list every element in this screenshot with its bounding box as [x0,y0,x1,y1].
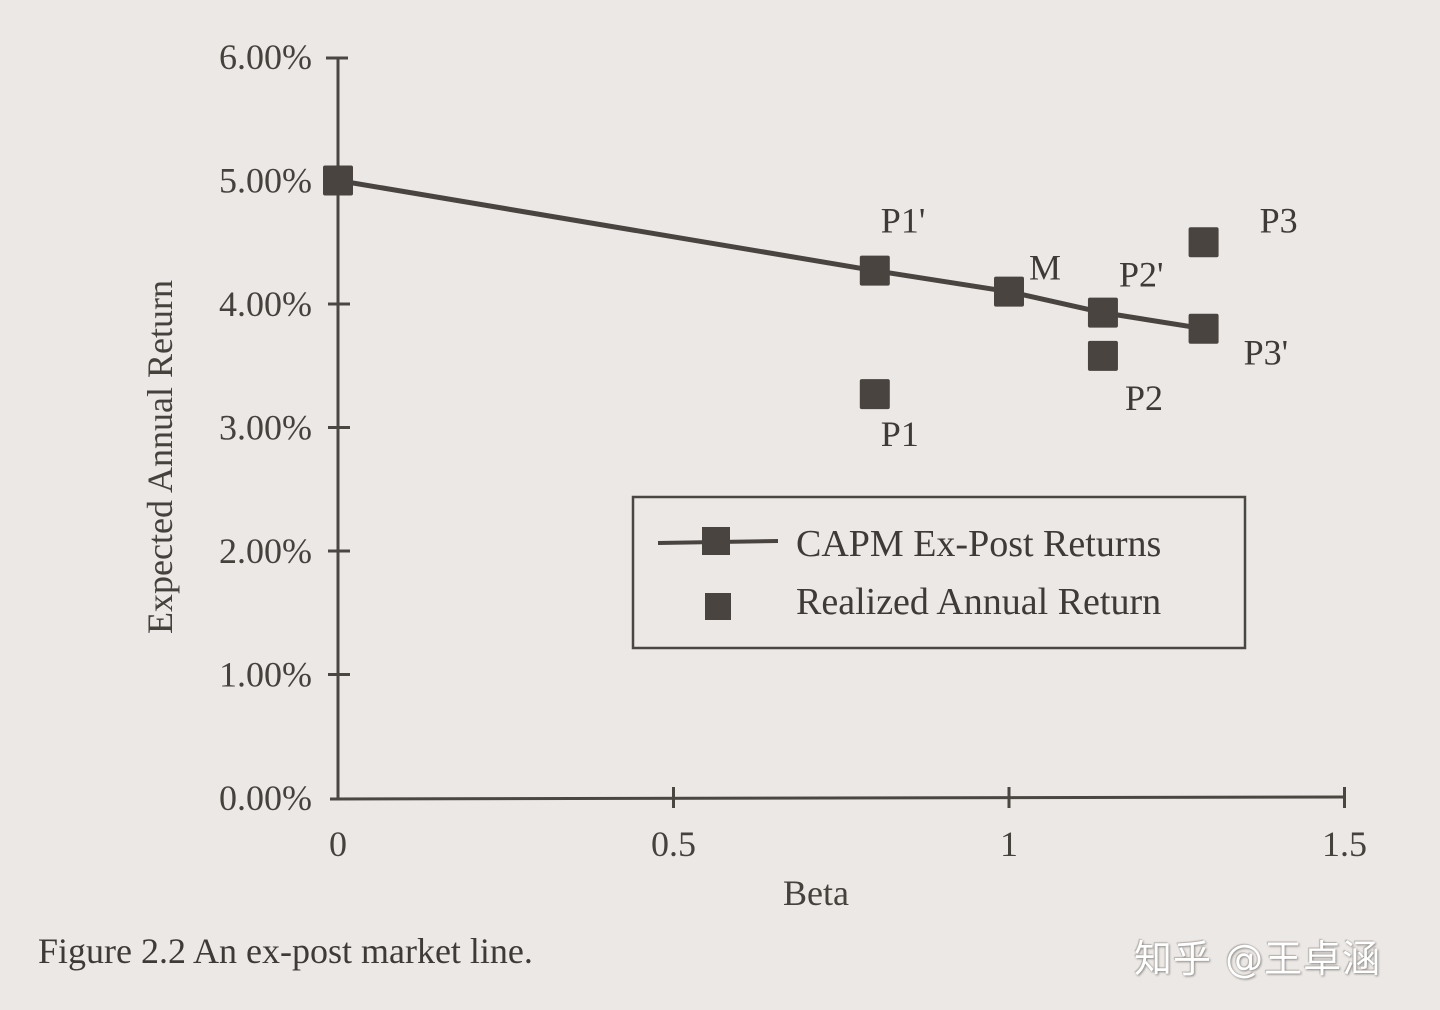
point-label: P2 [1125,378,1163,418]
realized-point-marker [859,379,890,410]
legend: CAPM Ex-Post Returns Realized Annual Ret… [631,495,1247,650]
realized-point-marker [1188,227,1219,258]
y-tick-label: 4.00% [219,284,312,324]
point-label: P1 [881,414,919,454]
capm-point-marker [994,276,1024,307]
point-label: P3 [1260,200,1298,240]
point-label: P2' [1119,255,1164,295]
point-label: M [1029,248,1061,288]
y-tick-label: 2.00% [219,531,312,571]
legend-label-capm: CAPM Ex-Post Returns [796,523,1161,565]
x-axis [329,795,1346,801]
y-tick-label: 1.00% [219,655,312,695]
figure-caption: Figure 2.2 An ex-post market line. [38,931,533,971]
x-tick-label: 0 [329,824,347,864]
point-labels: P1' M P2' P3' P1 P2 P3 [881,200,1298,454]
y-ticks: 0.00% 1.00% 2.00% 3.00% 4.00% 5.00% 6.00% [219,37,350,818]
capm-point-marker [1188,313,1219,344]
watermark: 知乎 @王卓涵 [1134,937,1382,981]
x-axis-title: Beta [783,873,849,913]
y-tick-label: 3.00% [219,408,312,448]
point-label: P3' [1244,333,1289,373]
realized-point-marker [1087,340,1118,371]
x-tick-label: 0.5 [651,824,696,864]
capm-line-series [337,178,1204,332]
square-marker-icon [702,527,730,555]
x-ticks: 0 0.5 1 1.5 [329,787,1367,864]
x-tick-label: 1.5 [1322,824,1367,864]
data-markers [323,165,1219,410]
point-label: P1' [881,201,926,241]
capm-point-marker [859,255,890,286]
square-marker-icon [705,593,731,620]
y-axis-title: Expected Annual Return [140,280,180,634]
y-tick-label: 0.00% [219,778,312,818]
legend-item-capm: CAPM Ex-Post Returns [657,523,1161,565]
x-tick-label: 1 [1000,824,1018,864]
y-tick-label: 6.00% [219,37,312,77]
capm-point-marker [1087,297,1118,328]
capm-point-marker [323,165,353,196]
legend-label-realized: Realized Annual Return [796,581,1161,623]
y-tick-label: 5.00% [219,161,312,201]
legend-item-realized: Realized Annual Return [705,581,1161,623]
